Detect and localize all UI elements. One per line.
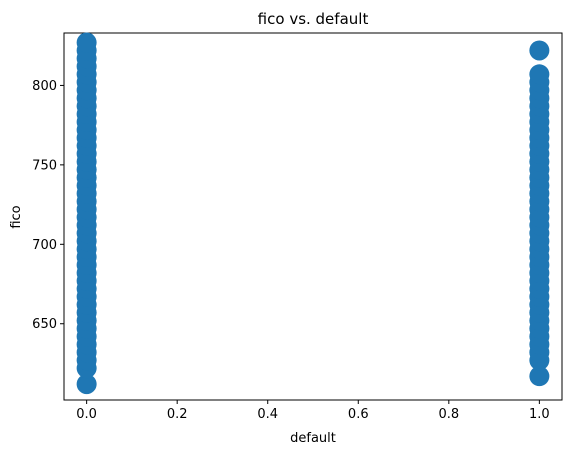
data-point <box>76 32 97 53</box>
y-axis-title: fico <box>9 205 24 228</box>
x-axis-title: default <box>290 431 336 446</box>
data-point <box>529 64 550 85</box>
y-tick-label: 700 <box>32 238 57 253</box>
x-tick-label: 1.0 <box>529 407 550 422</box>
x-tick-label: 0.2 <box>167 407 188 422</box>
x-tick-label: 0.4 <box>257 407 278 422</box>
x-axis: 0.0 0.2 0.4 0.6 0.8 1.0 <box>76 400 550 422</box>
y-axis: 650 700 750 800 <box>32 79 64 332</box>
x-tick-label: 0.0 <box>76 407 97 422</box>
x-tick-label: 0.8 <box>438 407 459 422</box>
y-tick-label: 750 <box>32 158 57 173</box>
y-tick-label: 800 <box>32 79 57 94</box>
data-point <box>76 374 97 395</box>
y-tick-label: 650 <box>32 317 57 332</box>
x-tick-label: 0.6 <box>348 407 369 422</box>
data-point <box>529 366 550 387</box>
data-point <box>529 40 550 61</box>
chart-title: fico vs. default <box>258 10 369 28</box>
scatter-points <box>76 32 550 395</box>
plot-area <box>63 32 563 401</box>
